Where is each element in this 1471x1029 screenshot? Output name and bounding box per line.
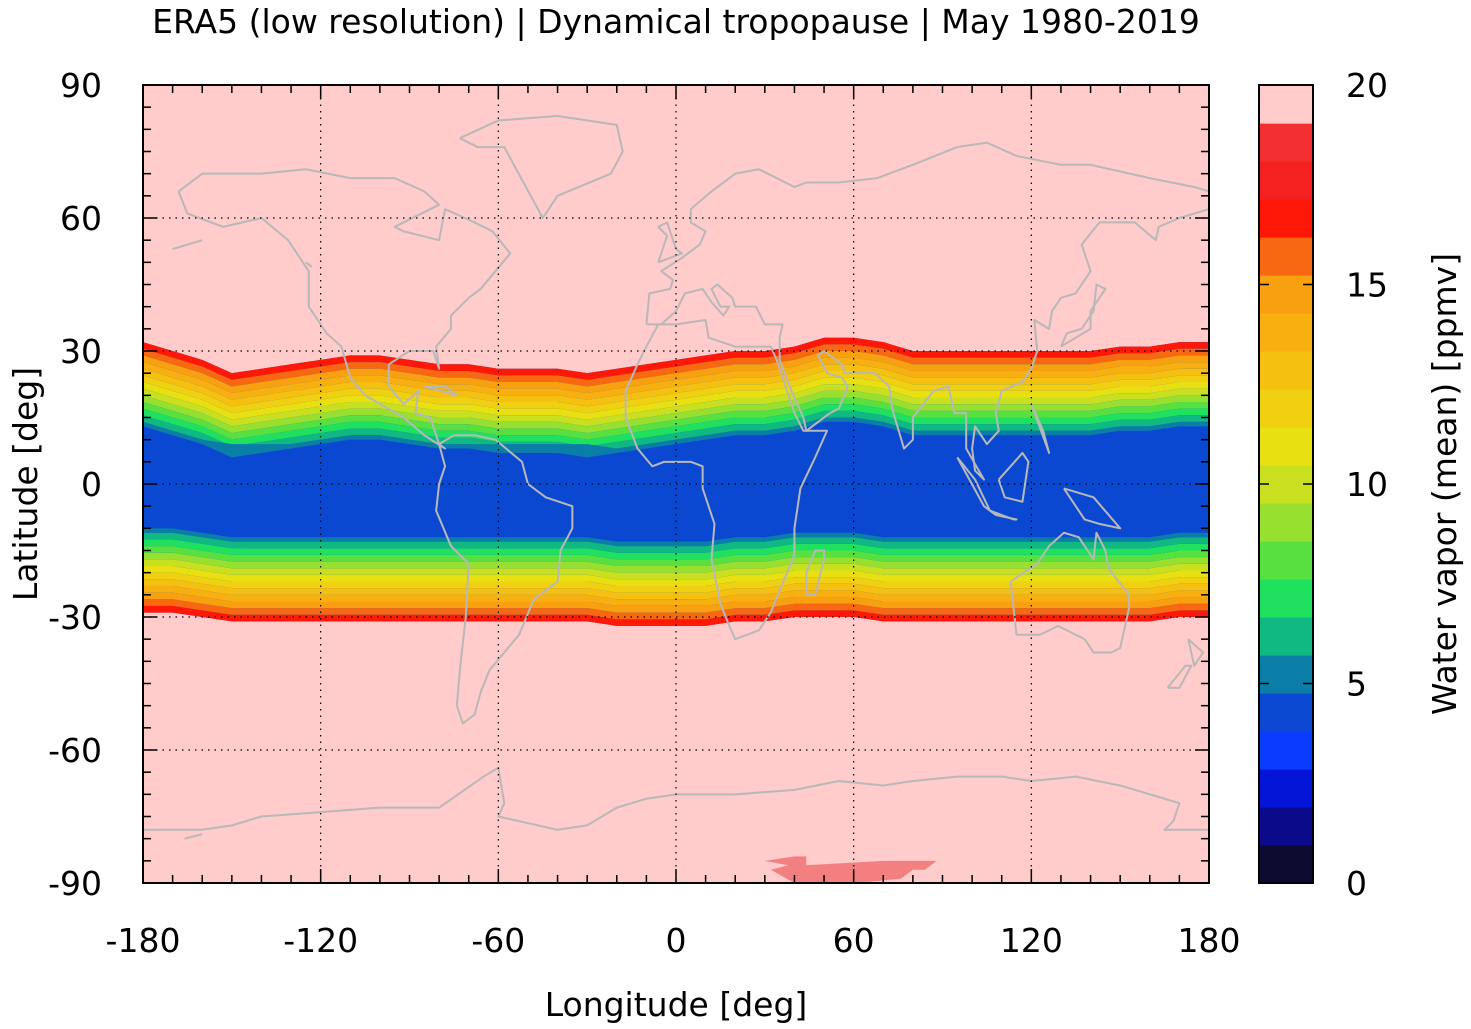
- antarctic-patch: [764, 856, 937, 883]
- colorbar-segment: [1259, 693, 1313, 732]
- vapor-band: [143, 377, 1209, 420]
- vapor-band: [143, 397, 1209, 440]
- axis-ticks: [142, 84, 1210, 884]
- colorbar-segment: [1259, 389, 1313, 428]
- coastline: [1060, 283, 1107, 348]
- colorbar: [1258, 84, 1314, 884]
- vapor-band: [143, 566, 1209, 586]
- coastline: [988, 509, 1018, 521]
- vapor-band: [143, 337, 1209, 380]
- colorbar-segment: [1259, 85, 1313, 124]
- vapor-band: [143, 384, 1209, 427]
- colorbar-segment: [1259, 275, 1313, 314]
- vapor-band: [143, 605, 1209, 626]
- colorbar-segment: [1259, 427, 1313, 466]
- coastline: [1187, 638, 1205, 667]
- coastline: [1166, 664, 1193, 689]
- vapor-band: [143, 572, 1209, 593]
- coastline: [184, 833, 203, 840]
- coastline: [645, 141, 1209, 481]
- vapor-band: [143, 357, 1209, 400]
- vapor-band: [143, 370, 1209, 414]
- colorbar-segment: [1259, 161, 1313, 200]
- vapor-band: [143, 351, 1209, 394]
- coastline: [459, 115, 624, 219]
- colorbar-tick-label: 20: [1346, 66, 1388, 105]
- coastline: [1030, 403, 1051, 454]
- x-tick-labels: -180 -120 -60 0 60 120 180: [106, 921, 1241, 960]
- y-tick-label: 30: [60, 332, 102, 371]
- coastline: [435, 434, 574, 725]
- colorbar-segment: [1259, 199, 1313, 238]
- coastline: [997, 451, 1030, 503]
- y-tick-label: 60: [60, 199, 102, 238]
- vapor-band: [143, 344, 1209, 387]
- colorbar-tick-labels: 0 5 10 15 20: [1346, 66, 1388, 903]
- y-tick-label: 90: [60, 66, 102, 105]
- colorbar-tick-label: 10: [1346, 465, 1388, 504]
- colorbar-segment: [1259, 503, 1313, 542]
- colorbar-segment: [1259, 123, 1313, 162]
- coastline: [624, 318, 829, 641]
- y-tick-label: -30: [48, 598, 102, 637]
- x-axis-label: Longitude [deg]: [545, 985, 808, 1024]
- x-tick-label: -60: [471, 921, 525, 960]
- x-tick-label: 0: [666, 921, 687, 960]
- vapor-band: [143, 559, 1209, 580]
- x-tick-label: 120: [1000, 921, 1063, 960]
- coastline: [805, 549, 826, 596]
- vapor-band: [143, 546, 1209, 567]
- vapor-band: [143, 585, 1209, 606]
- y-tick-labels: 90 60 30 0 -30 -60 -90: [48, 66, 102, 903]
- vapor-band: [143, 592, 1209, 613]
- y-tick-label: 0: [81, 465, 102, 504]
- x-tick-label: -180: [106, 921, 181, 960]
- vapor-band: [143, 390, 1209, 434]
- y-tick-label: -60: [48, 731, 102, 770]
- colorbar-tick-label: 5: [1346, 665, 1367, 704]
- x-tick-label: -120: [283, 921, 358, 960]
- vapor-band: [143, 579, 1209, 600]
- vapor-band: [143, 404, 1209, 447]
- colorbar-segment: [1259, 579, 1313, 618]
- colorbar-segment: [1259, 351, 1313, 390]
- x-tick-label: 60: [833, 921, 875, 960]
- coastline: [1063, 487, 1122, 530]
- coastline: [177, 168, 512, 450]
- colorbar-segment: [1259, 313, 1313, 352]
- colorbar-segment: [1259, 769, 1313, 808]
- colorbar-segment: [1259, 807, 1313, 846]
- vapor-band: [143, 532, 1209, 553]
- x-tick-label: 180: [1178, 921, 1241, 960]
- colorbar-label: Water vapor (mean) [ppmv]: [1425, 253, 1464, 715]
- colorbar-segment: [1259, 541, 1313, 580]
- colorbar-segment: [1259, 237, 1313, 276]
- y-axis-label: Latitude [deg]: [6, 367, 45, 601]
- colorbar-segment: [1259, 617, 1313, 656]
- vapor-band: [143, 552, 1209, 573]
- colorbar-segment: [1259, 731, 1313, 770]
- colorbar-tick-label: 0: [1346, 864, 1367, 903]
- vapor-band: [143, 539, 1209, 560]
- colorbar-tick-label: 15: [1346, 266, 1388, 305]
- grid-lines: [143, 85, 1209, 883]
- coastline: [424, 385, 458, 397]
- chart-title: ERA5 (low resolution) | Dynamical tropop…: [152, 2, 1200, 41]
- coastline: [305, 261, 313, 268]
- coastline: [1009, 531, 1131, 654]
- coastline: [657, 221, 683, 264]
- colorbar-segment: [1259, 655, 1313, 694]
- colorbar-segment: [1259, 845, 1313, 884]
- coastline: [172, 239, 203, 250]
- y-tick-label: -90: [48, 864, 102, 903]
- vapor-band: [143, 599, 1209, 620]
